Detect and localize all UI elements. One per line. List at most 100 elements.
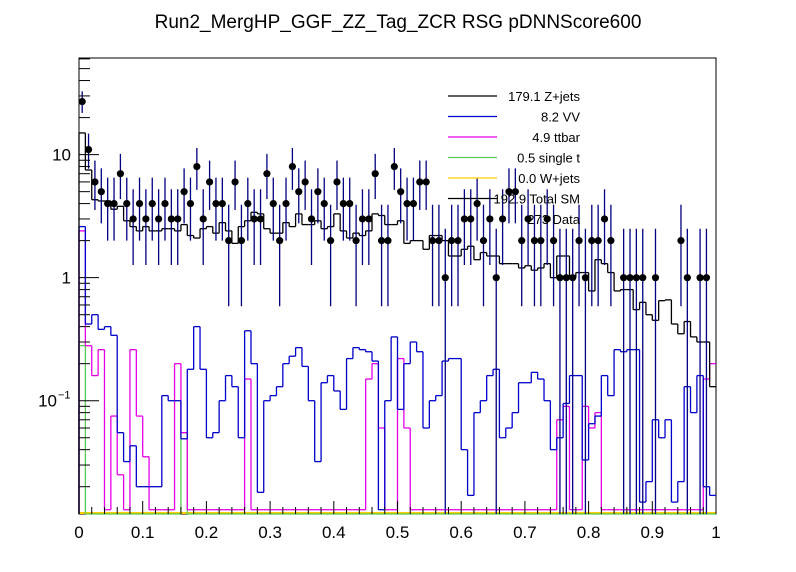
legend-label: 179.1 Z+jets — [508, 89, 580, 104]
data-point — [479, 204, 488, 307]
data-marker — [116, 170, 125, 178]
data-point — [626, 228, 634, 514]
data-marker — [683, 274, 691, 282]
data-point — [683, 228, 691, 514]
y-tick-label: 10 — [52, 146, 71, 165]
legend-label: 8.2 VV — [541, 110, 580, 125]
data-point — [116, 153, 125, 200]
legend-item-vv: 8.2 VV — [448, 110, 580, 125]
data-points-layer — [78, 91, 711, 514]
y-tick-label: 1 — [62, 269, 71, 288]
data-point — [155, 189, 163, 265]
data-point — [333, 160, 341, 210]
data-marker — [473, 199, 481, 208]
data-marker — [104, 199, 112, 208]
data-point — [199, 189, 207, 265]
data-marker — [269, 199, 277, 208]
data-point — [237, 204, 246, 307]
data-marker — [696, 274, 704, 282]
data-marker — [467, 215, 475, 223]
histogram-layer — [78, 132, 716, 515]
data-point — [244, 177, 252, 241]
data-marker — [422, 178, 430, 186]
data-point — [575, 204, 583, 307]
data-marker — [377, 237, 386, 245]
data-marker — [282, 199, 290, 208]
data-point — [422, 160, 430, 210]
data-marker — [327, 237, 335, 245]
x-tick-label: 0.5 — [386, 523, 410, 542]
data-point — [460, 189, 468, 265]
data-point — [205, 160, 214, 210]
data-point — [91, 160, 99, 210]
data-point — [562, 228, 570, 514]
data-point — [174, 189, 182, 265]
data-marker — [639, 274, 647, 282]
data-marker — [448, 237, 456, 245]
data-point — [409, 177, 418, 241]
data-marker — [84, 145, 93, 154]
data-point — [518, 204, 526, 307]
data-marker — [180, 188, 188, 196]
legend: 179.1 Z+jets 8.2 VV 4.9 ttbar 0.5 single t 0… — [448, 89, 581, 227]
legend-item-ttbar: 4.9 ttbar — [448, 130, 581, 145]
data-point — [543, 189, 551, 265]
legend-item-w-jets: 0.0 W+jets — [448, 171, 580, 186]
data-point — [377, 204, 386, 307]
data-marker — [212, 199, 220, 208]
data-marker — [97, 188, 105, 196]
data-point — [556, 228, 564, 514]
data-marker — [352, 237, 360, 245]
legend-item-single-t: 0.5 single t — [448, 151, 580, 166]
data-marker — [486, 215, 494, 223]
data-marker — [91, 178, 99, 186]
data-point — [530, 204, 539, 307]
data-marker — [256, 215, 265, 223]
x-tick-label: 0.7 — [513, 523, 537, 542]
data-point — [167, 189, 175, 265]
data-marker — [575, 237, 583, 245]
x-tick-label: 0.3 — [258, 523, 282, 542]
data-marker — [530, 237, 539, 245]
data-point — [250, 189, 258, 265]
data-marker — [371, 170, 379, 178]
data-marker — [333, 178, 341, 186]
x-tick-label: 0.6 — [449, 523, 473, 542]
data-marker — [632, 274, 640, 282]
data-marker — [199, 215, 207, 223]
data-marker — [543, 215, 551, 223]
data-marker — [677, 237, 685, 245]
data-marker — [384, 237, 392, 245]
data-point — [104, 177, 112, 241]
data-point — [288, 147, 296, 190]
data-marker — [390, 162, 398, 171]
data-marker — [600, 215, 609, 223]
data-marker — [365, 215, 373, 223]
data-marker — [460, 215, 468, 223]
data-point — [327, 204, 335, 307]
y-tick-exponent: −1 — [58, 390, 71, 402]
legend-label: 192.9 Total SM — [494, 192, 580, 207]
data-marker — [276, 237, 284, 245]
data-marker — [263, 170, 271, 178]
data-marker — [193, 162, 201, 171]
data-marker — [499, 215, 507, 223]
data-marker — [78, 97, 86, 106]
data-point — [295, 168, 303, 224]
data-point — [301, 160, 309, 210]
data-marker — [155, 215, 163, 223]
data-marker — [244, 199, 252, 208]
data-point — [314, 168, 322, 224]
data-marker — [186, 199, 195, 208]
data-marker — [537, 237, 545, 245]
data-point — [416, 160, 424, 210]
data-marker — [479, 237, 488, 245]
data-point — [365, 189, 373, 265]
legend-label: 0.0 W+jets — [518, 171, 580, 186]
data-point — [524, 189, 532, 265]
data-point — [492, 228, 500, 514]
data-marker — [231, 178, 239, 186]
data-point — [276, 204, 284, 307]
